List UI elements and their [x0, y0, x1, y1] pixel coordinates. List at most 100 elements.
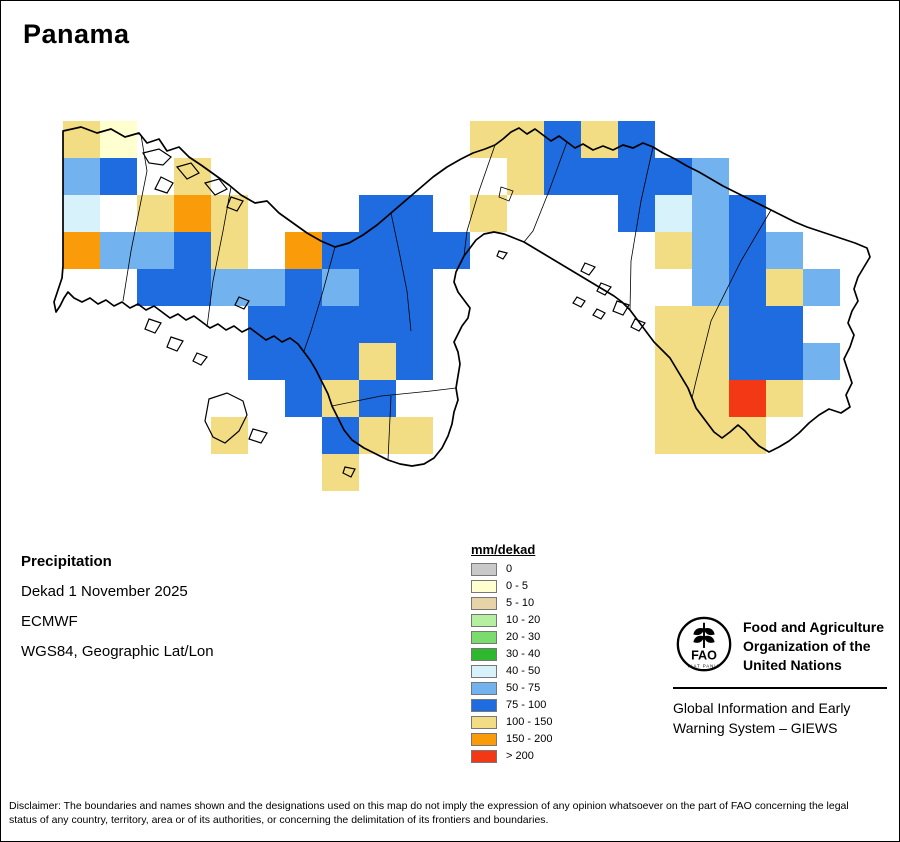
precip-cell: [692, 269, 729, 306]
precip-cell: [63, 195, 100, 232]
fao-logo-icon: FAO FIAT PANIS: [676, 616, 732, 672]
precip-cell: [729, 306, 766, 343]
legend-entry: 150 - 200: [471, 733, 552, 746]
legend-entry: 50 - 75: [471, 682, 552, 695]
precip-cell: [285, 269, 322, 306]
precip-cell: [470, 195, 507, 232]
legend-swatch: [471, 563, 497, 576]
precip-cell: [766, 380, 803, 417]
precip-cell: [211, 232, 248, 269]
precip-cell: [396, 417, 433, 454]
fao-name-line: Food and Agriculture: [743, 619, 885, 635]
precip-cell: [433, 232, 470, 269]
legend-label: 100 - 150: [506, 716, 553, 728]
precip-cell: [174, 232, 211, 269]
precip-cell: [211, 269, 248, 306]
precip-cell: [655, 306, 692, 343]
precip-cell: [692, 158, 729, 195]
legend-entry: 0 - 5: [471, 580, 552, 593]
precip-cell: [766, 343, 803, 380]
legend-swatch: [471, 699, 497, 712]
country-outline: [53, 126, 871, 467]
legend-entry: 5 - 10: [471, 597, 552, 610]
precip-cell: [285, 380, 322, 417]
legend-entry: 30 - 40: [471, 648, 552, 661]
precip-cell: [655, 417, 692, 454]
giews-label: Global Information and Early Warning Sys…: [673, 698, 889, 738]
precip-cell: [396, 269, 433, 306]
giews-line: Global Information and Early: [673, 700, 851, 716]
precip-cell: [766, 232, 803, 269]
precip-cell: [174, 195, 211, 232]
precip-cell: [618, 121, 655, 158]
precip-cell: [766, 269, 803, 306]
legend-swatch: [471, 648, 497, 661]
precip-cell: [729, 417, 766, 454]
fao-logo-motto: FIAT PANIS: [688, 663, 721, 668]
legend-entry: 40 - 50: [471, 665, 552, 678]
precip-cell: [137, 269, 174, 306]
precip-cell: [803, 343, 840, 380]
precip-cell: [581, 158, 618, 195]
precip-cell: [655, 158, 692, 195]
legend-swatch: [471, 716, 497, 729]
legend-entry: 0: [471, 563, 552, 576]
precip-cell: [322, 232, 359, 269]
legend-label: 150 - 200: [506, 733, 553, 745]
precip-cell: [729, 380, 766, 417]
precip-cell: [766, 306, 803, 343]
precip-cell: [396, 343, 433, 380]
fao-name-line: United Nations: [743, 657, 842, 673]
metadata-period: Dekad 1 November 2025: [21, 583, 188, 600]
precip-cell: [63, 232, 100, 269]
disclaimer-text: Disclaimer: The boundaries and names sho…: [9, 800, 849, 826]
precip-cell: [655, 380, 692, 417]
precip-cell: [359, 232, 396, 269]
precip-cell: [137, 195, 174, 232]
legend-entries: 0 0 - 5 5 - 10 10 - 20 20 - 30 30 - 40 40 - 50…: [471, 563, 552, 763]
legend-entry: 10 - 20: [471, 614, 552, 627]
precip-cell: [692, 195, 729, 232]
precip-cell: [248, 269, 285, 306]
precip-cell: [655, 232, 692, 269]
legend-entry: 20 - 30: [471, 631, 552, 644]
precip-cell: [729, 343, 766, 380]
fao-name: Food and Agriculture Organization of the…: [743, 615, 884, 675]
legend-swatch: [471, 750, 497, 763]
precip-cell: [396, 232, 433, 269]
legend-label: > 200: [506, 750, 534, 762]
precip-grid: [63, 121, 840, 491]
giews-line: Warning System – GIEWS: [673, 720, 838, 736]
branding-divider: [673, 687, 887, 689]
precip-cell: [285, 306, 322, 343]
precip-cell: [803, 269, 840, 306]
precip-cell: [322, 269, 359, 306]
precip-cell: [322, 343, 359, 380]
precip-cell: [359, 380, 396, 417]
precip-cell: [396, 306, 433, 343]
legend-swatch: [471, 733, 497, 746]
page-title: Panama: [23, 19, 130, 49]
fao-branding-block: FAO FIAT PANIS Food and Agriculture Orga…: [673, 615, 889, 738]
province-boundaries: [122, 134, 772, 461]
metadata-layer: Precipitation: [21, 553, 112, 570]
fao-logo-acronym: FAO: [691, 649, 717, 663]
precip-cell: [174, 269, 211, 306]
precip-cell: [100, 158, 137, 195]
precip-cell: [211, 417, 248, 454]
precip-cell: [692, 232, 729, 269]
metadata-block: Precipitation Dekad 1 November 2025 ECMW…: [21, 547, 214, 667]
precip-cell: [692, 417, 729, 454]
precip-cell: [248, 306, 285, 343]
legend-label: 30 - 40: [506, 648, 541, 660]
legend-label: 20 - 30: [506, 631, 541, 643]
precip-cell: [581, 121, 618, 158]
precip-cell: [729, 195, 766, 232]
precip-cell: [359, 306, 396, 343]
legend-swatch: [471, 580, 497, 593]
legend-title: mm/dekad: [471, 542, 536, 557]
precip-cell: [359, 343, 396, 380]
precip-cell: [507, 158, 544, 195]
